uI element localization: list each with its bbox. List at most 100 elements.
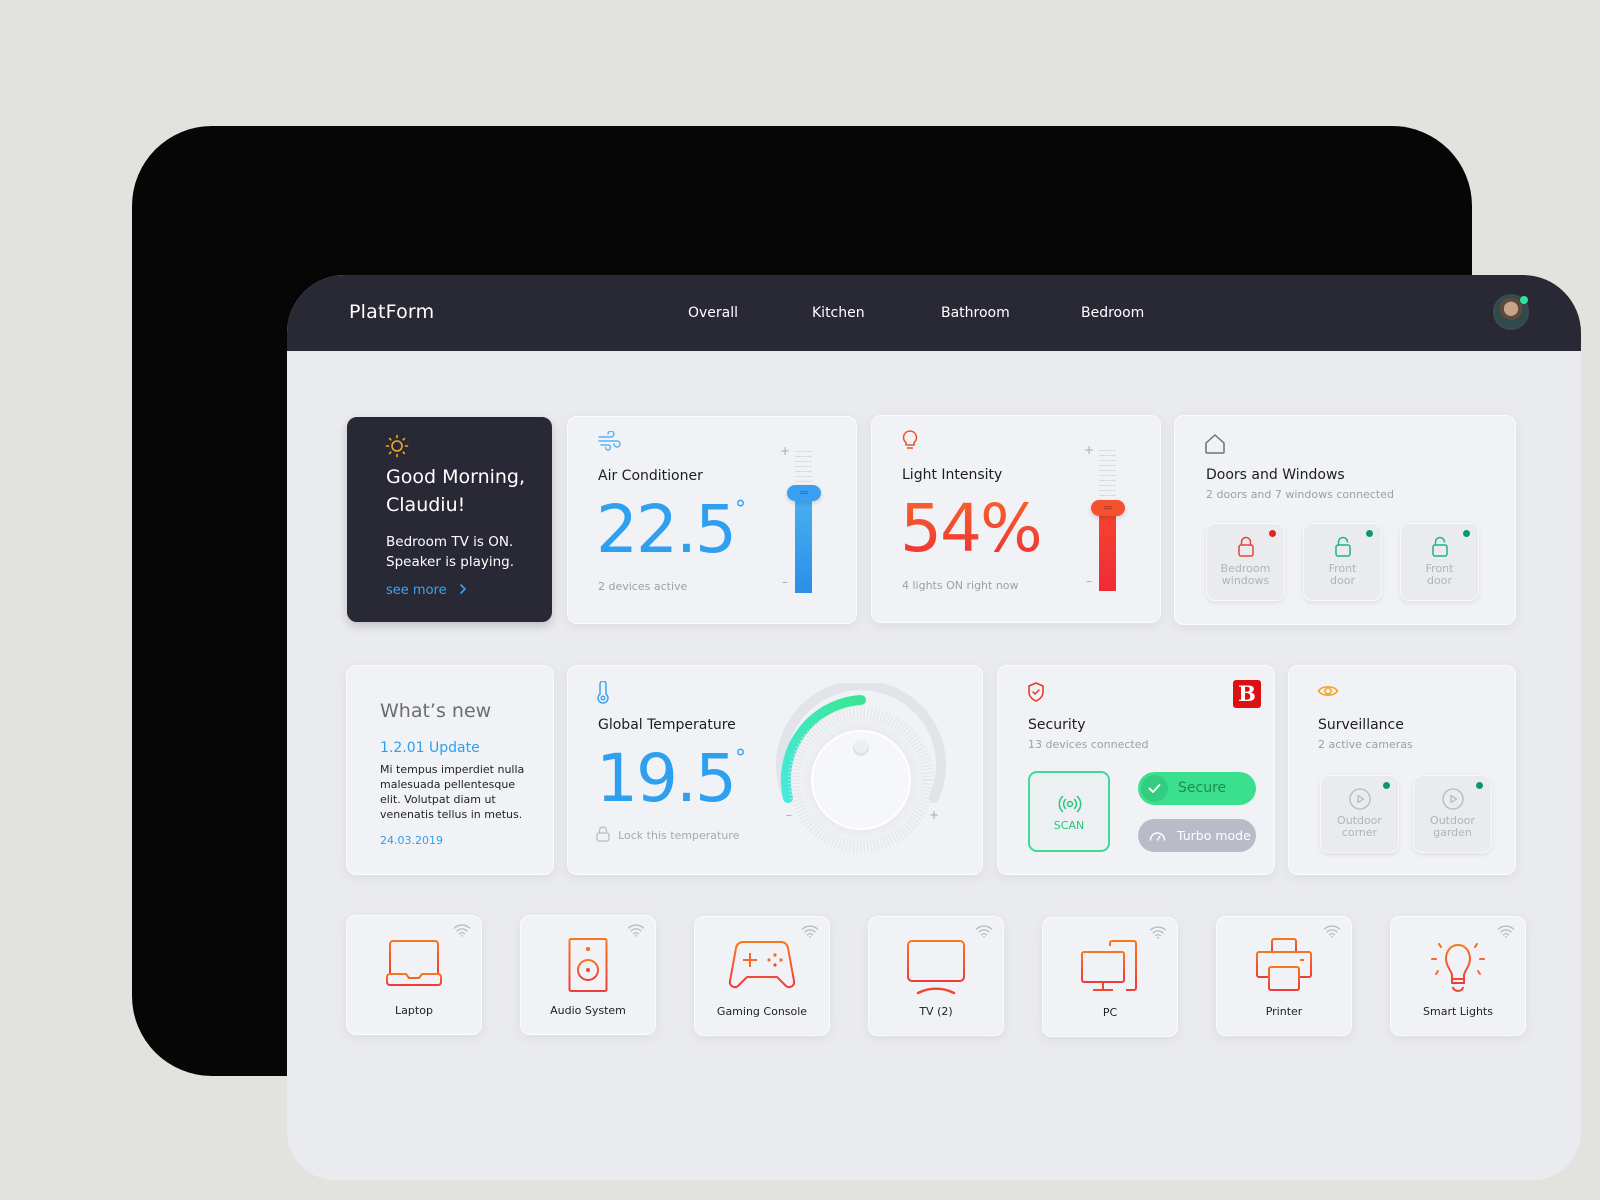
air-conditioner-value: 22.5° <box>596 497 746 563</box>
nav-bathroom[interactable]: Bathroom <box>941 305 1010 321</box>
camera-status-dot <box>1383 782 1390 789</box>
eye-icon <box>1317 686 1339 696</box>
nav-bedroom[interactable]: Bedroom <box>1081 305 1145 321</box>
top-navigation-bar: PlatForm Overall Kitchen Bathroom Bedroo… <box>287 275 1581 351</box>
nav-overall[interactable]: Overall <box>688 305 739 321</box>
lock-temperature-toggle[interactable]: Lock this temperature <box>596 824 739 843</box>
label-line-1: Outdoor <box>1430 814 1475 827</box>
update-version-link[interactable]: 1.2.01 Update <box>380 740 480 756</box>
desktop-icon <box>1081 940 1137 991</box>
device-tile-gaming-console[interactable]: Gaming Console <box>694 916 830 1036</box>
ac-slider-plus[interactable]: + <box>780 444 791 458</box>
dial-minus[interactable]: – <box>786 808 792 822</box>
turbo-mode-toggle[interactable]: Turbo mode <box>1138 819 1256 852</box>
tv-icon <box>907 940 965 995</box>
label-line-1: Outdoor <box>1337 814 1382 827</box>
greeting-line-1: Bedroom TV is ON. <box>386 534 514 550</box>
device-tile-laptop[interactable]: Laptop <box>346 915 482 1035</box>
ac-slider-ticks <box>795 451 812 491</box>
light-slider-plus[interactable]: + <box>1084 443 1095 457</box>
global-temperature-value: 19.5° <box>596 746 746 812</box>
scan-button[interactable]: SCAN <box>1028 771 1110 852</box>
label-line-1: Front <box>1425 562 1454 575</box>
screen: PlatForm Overall Kitchen Bathroom Bedroo… <box>287 275 1581 1180</box>
lock-closed-icon <box>1237 536 1254 557</box>
wifi-icon <box>1323 925 1341 938</box>
grip-icon <box>800 491 808 494</box>
surveillance-subtitle: 2 active cameras <box>1318 738 1413 751</box>
update-description: Mi tempus imperdiet nulla malesuada pell… <box>380 763 525 821</box>
check-icon <box>1148 784 1161 793</box>
degree-symbol: ° <box>734 497 746 522</box>
bitdefender-logo: B <box>1233 680 1261 708</box>
device-label: Laptop <box>395 1004 433 1017</box>
lock-tile-label: Bedroom windows <box>1207 563 1284 587</box>
lock-tile-front-door-2[interactable]: Front door <box>1400 523 1479 601</box>
status-dot-locked <box>1269 530 1276 537</box>
greeting-status: Bedroom TV is ON. Speaker is playing. <box>386 532 514 572</box>
wifi-icon <box>975 925 993 938</box>
ac-slider-minus[interactable]: – <box>782 575 788 589</box>
device-tile-audio-system[interactable]: Audio System <box>520 915 656 1035</box>
update-date: 24.03.2019 <box>380 834 443 847</box>
gamepad-icon <box>728 940 796 989</box>
camera-tile-label: Outdoor corner <box>1321 815 1398 839</box>
label-line-2: garden <box>1433 826 1472 839</box>
secure-label: Secure <box>1178 780 1227 796</box>
brand-logo[interactable]: PlatForm <box>349 301 435 323</box>
grip-icon <box>1104 506 1112 509</box>
broadcast-icon <box>1058 795 1082 813</box>
lock-tile-label: Front door <box>1401 563 1478 587</box>
scan-label: SCAN <box>1053 819 1085 832</box>
device-tile-printer[interactable]: Printer <box>1216 916 1352 1036</box>
security-card: B Security 13 devices connected SCAN Sec… <box>997 665 1275 875</box>
light-slider-handle[interactable] <box>1091 500 1125 516</box>
device-tile-pc[interactable]: PC <box>1042 917 1178 1037</box>
surveillance-title: Surveillance <box>1318 717 1404 733</box>
wifi-icon <box>801 925 819 938</box>
light-slider-ticks <box>1099 450 1116 506</box>
light-intensity-value: 54% <box>900 490 1043 567</box>
play-circle-icon <box>1441 788 1464 810</box>
lock-tile-front-door-1[interactable]: Front door <box>1303 523 1382 601</box>
device-tile-tv[interactable]: TV (2) <box>868 916 1004 1036</box>
global-temperature-title: Global Temperature <box>598 717 736 733</box>
lock-open-icon <box>1431 536 1448 557</box>
ac-slider-track[interactable] <box>795 497 812 593</box>
lock-temperature-label: Lock this temperature <box>618 829 740 842</box>
device-label: TV (2) <box>919 1005 953 1018</box>
status-dot-unlocked <box>1366 530 1373 537</box>
camera-tile-outdoor-garden[interactable]: Outdoor garden <box>1413 775 1492 853</box>
secure-toggle-knob <box>1141 775 1168 802</box>
lightbulb-icon <box>902 430 918 449</box>
secure-toggle[interactable]: Secure <box>1138 772 1256 805</box>
security-subtitle: 13 devices connected <box>1028 738 1149 751</box>
camera-tile-outdoor-corner[interactable]: Outdoor corner <box>1320 775 1399 853</box>
chevron-right-icon <box>459 584 466 594</box>
user-avatar[interactable] <box>1493 294 1529 330</box>
lock-icon <box>596 826 610 842</box>
light-slider-minus[interactable]: – <box>1086 574 1092 588</box>
temperature-dial[interactable]: – + <box>771 683 961 873</box>
see-more-link[interactable]: see more <box>386 583 468 598</box>
thermometer-icon <box>597 681 609 704</box>
speaker-icon <box>568 938 608 992</box>
surveillance-card: Surveillance 2 active cameras Outdoor co… <box>1288 665 1516 875</box>
doors-windows-card: Doors and Windows 2 doors and 7 windows … <box>1174 415 1516 625</box>
global-temperature-number: 19.5 <box>596 740 737 817</box>
greeting-title: Good Morning, Claudiu! <box>386 466 526 516</box>
lock-tile-label: Front door <box>1304 563 1381 587</box>
smart-bulb-icon <box>1431 943 1485 992</box>
wifi-icon <box>453 924 471 937</box>
ac-slider-handle[interactable] <box>787 485 821 501</box>
label-line-1: Bedroom <box>1220 562 1271 575</box>
light-slider-track[interactable] <box>1099 513 1116 591</box>
global-temperature-card: Global Temperature 19.5° Lock this tempe… <box>567 665 983 875</box>
sun-icon <box>385 434 409 458</box>
device-label: Printer <box>1265 1005 1303 1018</box>
device-label: Gaming Console <box>716 1005 808 1018</box>
nav-kitchen[interactable]: Kitchen <box>812 305 865 321</box>
dial-plus[interactable]: + <box>929 808 939 822</box>
device-tile-smart-lights[interactable]: Smart Lights <box>1390 916 1526 1036</box>
lock-tile-bedroom-windows[interactable]: Bedroom windows <box>1206 523 1285 601</box>
